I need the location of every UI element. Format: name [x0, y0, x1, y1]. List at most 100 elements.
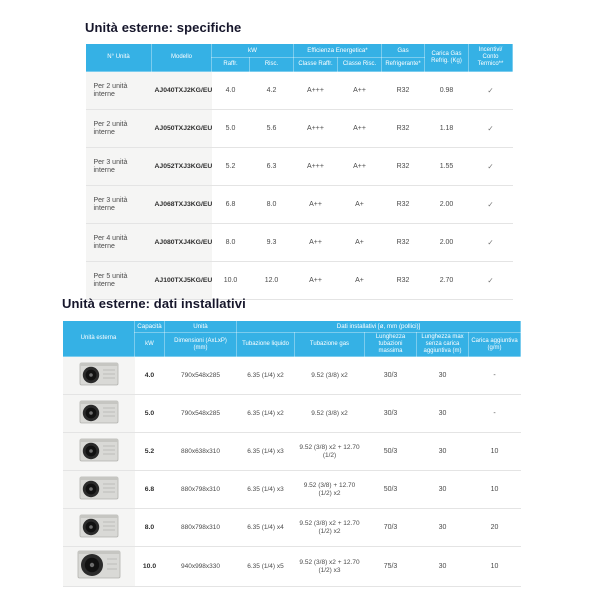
col-refrigerante: Refrigerante*: [381, 57, 426, 72]
outdoor-unit-icon: [77, 436, 121, 464]
outdoor-unit-icon: [77, 398, 121, 426]
col-lunghezza-massima: Lunghezza tubazioni massima: [364, 332, 417, 357]
eff-cool-cell: A++: [293, 223, 338, 262]
gas-cell: R32: [381, 185, 425, 224]
gas-pipe-cell: 9.52 (3/8) x2: [294, 394, 365, 433]
dimensions-cell: 880x798x310: [164, 508, 237, 547]
liquid-pipe-cell: 6.35 (1/4) x5: [236, 546, 295, 587]
col-kw: kW: [134, 332, 165, 357]
unit-count-cell: Per 4 unità interne: [85, 223, 152, 262]
gas-cell: R32: [381, 261, 425, 300]
col-classe-raffr: Classe Raffr.: [293, 57, 338, 72]
model-cell: AJ052TXJ3KG/EU: [151, 147, 212, 186]
gas-pipe-cell: 9.52 (3/8) x2 + 12.70 (1/2) x2: [294, 508, 365, 547]
col-modello: Modello: [151, 43, 212, 72]
col-group-dati-installativi: Dati installativi [ø, mm (pollici)]: [235, 320, 522, 333]
col-group-capacita: Capacità: [134, 320, 165, 333]
max-no-charge-cell: 30: [416, 432, 469, 471]
liquid-pipe-cell: 6.35 (1/4) x3: [236, 470, 295, 509]
install-row: 5.0 790x548x285 6.35 (1/4) x2 9.52 (3/8)…: [62, 394, 521, 433]
dimensions-cell: 880x798x310: [164, 470, 237, 509]
kw-cool-cell: 8.0: [211, 223, 250, 262]
section-title-specs: Unità esterne: specifiche: [85, 20, 242, 35]
capacity-cell: 6.8: [134, 470, 165, 509]
col-tubazione-gas: Tubazione gas: [294, 332, 365, 357]
spec-row: Per 3 unità interne AJ052TXJ3KG/EU 5.2 6…: [85, 147, 513, 186]
model-cell: AJ080TXJ4KG/EU: [151, 223, 212, 262]
col-dimensioni: Dimensioni (AxLxP) (mm): [164, 332, 237, 357]
spec-row: Per 4 unità interne AJ080TXJ4KG/EU 8.0 9…: [85, 223, 513, 262]
max-no-charge-cell: 30: [416, 394, 469, 433]
extra-charge-cell: 10: [468, 432, 521, 471]
max-no-charge-cell: 30: [416, 546, 469, 587]
col-classe-risc: Classe Risc.: [336, 57, 383, 72]
col-incentivi: Incentivi/ Conto Termico**: [468, 43, 514, 72]
kw-heat-cell: 4.2: [249, 71, 294, 110]
capacity-cell: 8.0: [134, 508, 165, 547]
install-table: Unità esterna Capacità Unità Dati instal…: [62, 320, 522, 587]
col-n-unita: N° Unità: [85, 43, 152, 72]
kw-heat-cell: 5.6: [249, 109, 294, 148]
spec-row: Per 2 unità interne AJ040TXJ2KG/EU 4.0 4…: [85, 71, 513, 110]
charge-cell: 1.18: [424, 109, 469, 148]
spec-row: Per 3 unità interne AJ068TXJ3KG/EU 6.8 8…: [85, 185, 513, 224]
col-group-gas: Gas: [381, 43, 426, 58]
max-length-cell: 50/3: [364, 432, 417, 471]
dimensions-cell: 790x548x285: [164, 356, 237, 395]
install-row: 10.0 940x998x330 6.35 (1/4) x5 9.52 (3/8…: [62, 546, 521, 587]
col-group-unita: Unità: [164, 320, 237, 333]
eff-heat-cell: A++: [337, 109, 382, 148]
max-no-charge-cell: 30: [416, 356, 469, 395]
incentive-check-cell: ✓: [468, 223, 513, 262]
install-row: 8.0 880x798x310 6.35 (1/4) x4 9.52 (3/8)…: [62, 508, 521, 547]
charge-cell: 2.00: [424, 223, 469, 262]
charge-cell: 2.00: [424, 185, 469, 224]
model-cell: AJ100TXJ5KG/EU: [151, 261, 212, 300]
unit-count-cell: Per 3 unità interne: [85, 185, 152, 224]
kw-heat-cell: 12.0: [249, 261, 294, 300]
capacity-cell: 10.0: [134, 546, 165, 587]
capacity-cell: 5.2: [134, 432, 165, 471]
spec-table: N° Unità Modello kW Efficienza Energetic…: [85, 43, 514, 300]
col-tubazione-liquido: Tubazione liquido: [236, 332, 295, 357]
eff-heat-cell: A++: [337, 147, 382, 186]
install-table-header: Unità esterna Capacità Unità Dati instal…: [62, 320, 522, 357]
charge-cell: 1.55: [424, 147, 469, 186]
eff-cool-cell: A+++: [293, 109, 338, 148]
gas-pipe-cell: 9.52 (3/8) x2 + 12.70 (1/2) x3: [294, 546, 365, 587]
eff-cool-cell: A++: [293, 261, 338, 300]
gas-pipe-cell: 9.52 (3/8) + 12.70 (1/2) x2: [294, 470, 365, 509]
incentive-check-cell: ✓: [468, 185, 513, 224]
dimensions-cell: 880x638x310: [164, 432, 237, 471]
extra-charge-cell: 10: [468, 470, 521, 509]
max-no-charge-cell: 30: [416, 470, 469, 509]
model-cell: AJ068TXJ3KG/EU: [151, 185, 212, 224]
kw-cool-cell: 10.0: [211, 261, 250, 300]
install-row: 6.8 880x798x310 6.35 (1/4) x3 9.52 (3/8)…: [62, 470, 521, 509]
eff-cool-cell: A++: [293, 185, 338, 224]
spec-row: Per 2 unità interne AJ050TXJ2KG/EU 5.0 5…: [85, 109, 513, 148]
outdoor-unit-icon: [77, 512, 121, 540]
charge-cell: 2.70: [424, 261, 469, 300]
col-unita-esterna: Unità esterna: [62, 320, 135, 357]
outdoor-unit-icon: [75, 549, 123, 581]
extra-charge-cell: 20: [468, 508, 521, 547]
dimensions-cell: 940x998x330: [164, 546, 237, 587]
install-row: 4.0 790x548x285 6.35 (1/4) x2 9.52 (3/8)…: [62, 356, 521, 395]
gas-cell: R32: [381, 147, 425, 186]
unit-count-cell: Per 3 unità interne: [85, 147, 152, 186]
col-carica-aggiuntiva: Carica aggiuntiva (g/m): [467, 332, 522, 357]
incentive-check-cell: ✓: [468, 147, 513, 186]
spec-table-header: N° Unità Modello kW Efficienza Energetic…: [85, 43, 514, 72]
col-group-efficienza: Efficienza Energetica*: [292, 43, 383, 58]
gas-cell: R32: [381, 109, 425, 148]
capacity-cell: 5.0: [134, 394, 165, 433]
kw-cool-cell: 5.2: [211, 147, 250, 186]
section-title-install: Unità esterne: dati installativi: [62, 296, 246, 311]
col-group-kw: kW: [211, 43, 294, 58]
unit-count-cell: Per 5 unità interne: [85, 261, 152, 300]
model-cell: AJ050TXJ2KG/EU: [151, 109, 212, 148]
kw-cool-cell: 5.0: [211, 109, 250, 148]
unit-image-cell: [62, 470, 135, 509]
